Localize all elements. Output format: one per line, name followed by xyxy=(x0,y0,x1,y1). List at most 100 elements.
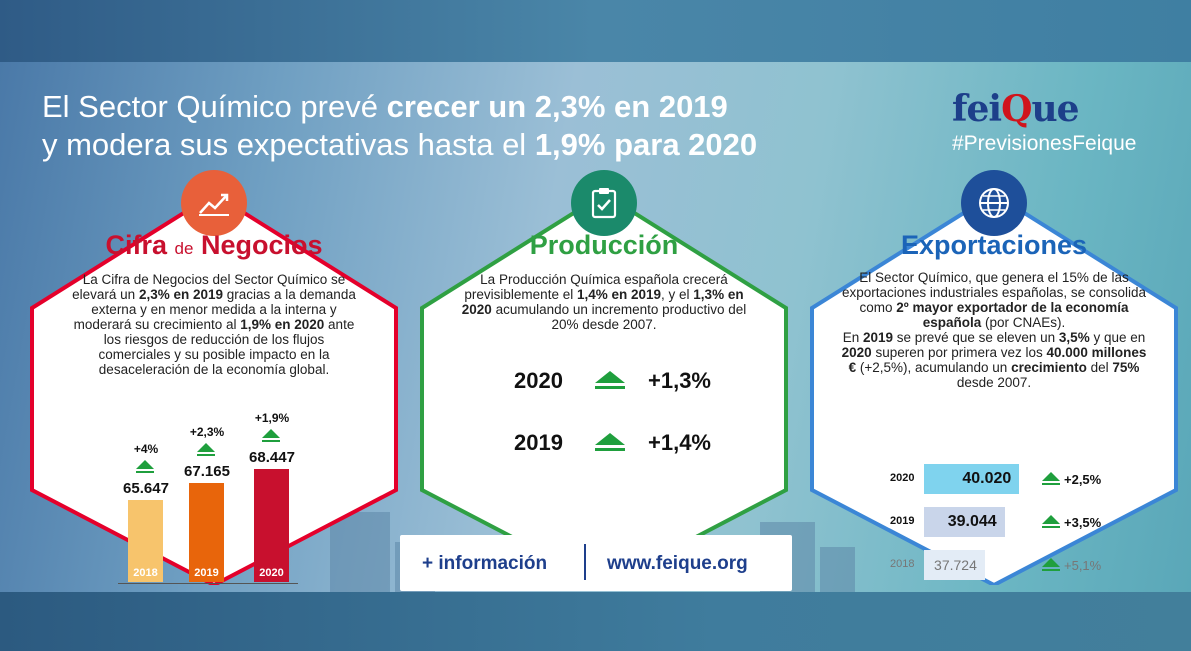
text-segment: 1,3% en 2020 xyxy=(461,287,744,317)
logo-q: Q xyxy=(1001,88,1032,130)
export-bar-2018: 37.724 xyxy=(924,550,985,580)
chart-baseline xyxy=(118,583,298,584)
more-info-link[interactable]: + información xyxy=(422,553,548,574)
text-segment: y que en xyxy=(1089,330,1146,345)
hashtag[interactable]: #PrevisionesFeique xyxy=(952,132,1137,155)
text-segment: (por CNAEs). xyxy=(981,315,1066,330)
up-arrow-icon-base xyxy=(1042,526,1060,528)
exportaciones-description: El Sector Químico, que genera el 15% de … xyxy=(840,270,1148,330)
text-segment: 40.000 millones € xyxy=(848,345,1147,375)
produccion-description: La Producción Química española crecerá p… xyxy=(458,272,750,332)
text-segment: del xyxy=(1086,360,1113,375)
text-segment: La Cifra de Negocios del Sector Químico … xyxy=(72,272,346,302)
footer-bar xyxy=(400,535,792,591)
text-segment: En xyxy=(842,330,863,345)
up-arrow-icon xyxy=(1042,472,1060,481)
text-segment: (+2,5%), acumulando un xyxy=(856,360,1012,375)
up-arrow-icon-base xyxy=(197,454,215,457)
bottom-frame xyxy=(0,592,1191,651)
headline-line1: El Sector Químico prevé xyxy=(42,89,387,124)
text-segment: 2020 xyxy=(841,345,872,360)
growth-row-2019: 2019 +1,4% xyxy=(514,430,711,456)
logo-text: fei xyxy=(952,88,1002,130)
text-segment: acumulando un incremento productivo del … xyxy=(491,302,747,332)
headline-line2-bold: 1,9% para 2020 xyxy=(534,127,758,162)
bar-2020: 2020 xyxy=(254,469,289,582)
up-arrow-icon-base xyxy=(1042,569,1060,571)
up-arrow-icon xyxy=(594,432,628,454)
text-segment: 2,3% en 2019 xyxy=(138,287,223,302)
export-year-label: 2019 xyxy=(890,515,915,527)
exportaciones-forecast: En 2019 se prevé que se eleven un 3,5% y… xyxy=(840,330,1148,390)
text-segment: desde 2007. xyxy=(956,375,1032,390)
up-arrow-icon xyxy=(1042,558,1060,567)
bar-year-label: 2019 xyxy=(194,566,219,579)
negocios-description: La Cifra de Negocios del Sector Químico … xyxy=(68,272,360,377)
website-link[interactable]: www.feique.org xyxy=(607,553,748,574)
line-chart-icon xyxy=(181,170,247,236)
footer-separator xyxy=(584,544,586,580)
up-arrow-icon xyxy=(594,370,628,392)
up-arrow-icon xyxy=(197,443,215,453)
up-arrow-icon xyxy=(136,459,154,469)
infographic: El Sector Químico prevé crecer un 2,3% e… xyxy=(0,62,1191,592)
bar-value-label: 67.165 xyxy=(184,463,230,481)
exportaciones-title: Exportaciones xyxy=(900,230,1088,260)
text-segment: 2019 xyxy=(863,330,894,345)
growth-year: 2020 xyxy=(514,368,563,393)
up-arrow-icon-base xyxy=(1042,483,1060,485)
headline-line2: y modera sus expectativas hasta el xyxy=(42,127,535,162)
up-arrow-icon xyxy=(1042,515,1060,524)
export-bar-2020: 40.020 xyxy=(924,464,1020,494)
up-arrow-icon xyxy=(262,429,280,439)
negocios-panel: Cifra de Negocios La Cifra de Negocios d… xyxy=(28,170,400,585)
top-frame xyxy=(0,0,1191,62)
export-year-label: 2018 xyxy=(890,558,915,570)
bar-year-label: 2018 xyxy=(133,566,158,579)
feique-logo[interactable]: feiQue #PrevisionesFeique xyxy=(952,88,1152,156)
text-segment: se prevé que se eleven un xyxy=(893,330,1059,345)
text-segment: superen por primera vez los xyxy=(871,345,1047,360)
produccion-growth-list: 2020 +1,3% 2019 +1,4% xyxy=(418,190,790,585)
growth-percent: +1,3% xyxy=(648,368,711,393)
bar-growth-label: +4% xyxy=(133,441,159,456)
export-growth-label: +5,1% xyxy=(1064,558,1102,573)
text-segment: gracias a la demanda externa y en menor … xyxy=(73,287,356,332)
text-segment: 75% xyxy=(1112,360,1140,375)
text-segment: 1,4% en 2019 xyxy=(576,287,662,302)
up-arrow-icon-base xyxy=(262,440,280,443)
headline-line1-bold: crecer un 2,3% en 2019 xyxy=(386,89,728,124)
text-segment: 1,9% en 2020 xyxy=(240,317,325,332)
bar-2019: 2019 xyxy=(189,483,224,582)
text-segment: ante los riesgos de reducción de los flu… xyxy=(98,317,355,377)
up-arrow-icon-base xyxy=(136,470,154,473)
produccion-panel: Producción La Producción Química español… xyxy=(418,170,790,585)
bar-growth-label: +1,9% xyxy=(254,411,290,426)
text-segment: , y el xyxy=(661,287,694,302)
growth-percent: +1,4% xyxy=(648,430,711,455)
bar-value-label: 65.647 xyxy=(123,479,169,497)
exportaciones-bar-chart: 2020 40.020 +2,5% 2019 39.044 +3,5% 2018 37.724… xyxy=(808,190,1180,585)
background-building xyxy=(330,512,390,592)
headline: El Sector Químico prevé crecer un 2,3% e… xyxy=(42,88,757,164)
text-segment: La Producción Química española crecerá p… xyxy=(464,272,728,302)
growth-row-2020: 2020 +1,3% xyxy=(514,368,711,394)
text-segment: 3,5% xyxy=(1058,330,1090,345)
text-segment: El Sector Químico, que genera el 15% de … xyxy=(842,270,1146,315)
exportaciones-panel: Exportaciones El Sector Químico, que gen… xyxy=(808,170,1180,585)
export-growth-label: +3,5% xyxy=(1064,515,1102,530)
bar-value-label: 68.447 xyxy=(249,449,295,467)
export-bar-2019: 39.044 xyxy=(924,507,1005,537)
produccion-title: Producción xyxy=(529,230,679,260)
growth-year: 2019 xyxy=(514,430,563,455)
background-building xyxy=(820,547,855,592)
export-growth-label: +2,5% xyxy=(1064,472,1102,487)
text-segment: crecimiento xyxy=(1011,360,1087,375)
export-year-label: 2020 xyxy=(890,472,915,484)
negocios-title: Cifra de Negocios xyxy=(105,230,323,260)
negocios-bar-chart: 2018 65.647 +4% 2019 67.165 +2,3% 2020 68.447 +1… xyxy=(28,190,400,585)
bar-year-label: 2020 xyxy=(259,566,284,579)
text-segment: 2º mayor exportador de la economía españ… xyxy=(896,300,1129,330)
globe-icon xyxy=(961,170,1027,236)
bar-2018: 2018 xyxy=(128,499,163,582)
